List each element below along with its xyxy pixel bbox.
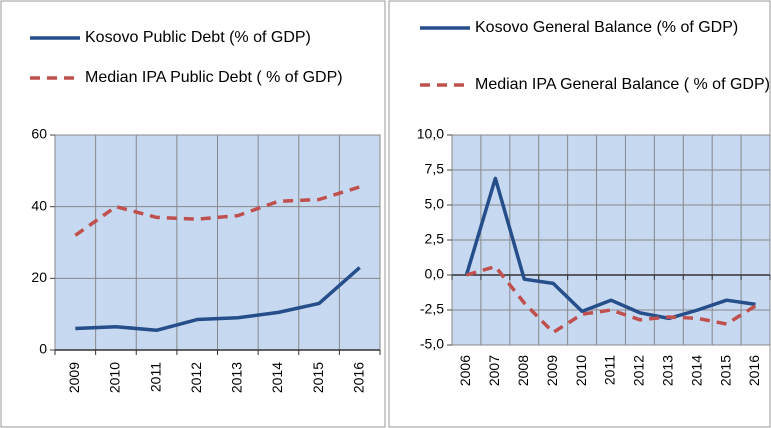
- legend-label: Median IPA General Balance ( % of GDP): [475, 76, 770, 93]
- x-tick-label: 2013: [660, 355, 676, 386]
- x-tick-label: 2012: [188, 362, 204, 393]
- y-tick-label: 20: [31, 269, 47, 285]
- y-tick-label: 5,0: [425, 196, 445, 212]
- legend-label: Kosovo General Balance (% of GDP): [475, 19, 739, 36]
- x-tick-label: 2011: [602, 355, 618, 385]
- y-tick-label: 7,5: [425, 161, 445, 177]
- x-tick-label: 2009: [544, 355, 560, 386]
- y-tick-label: -5,0: [420, 336, 444, 352]
- y-tick-label: -2,5: [420, 301, 444, 317]
- x-tick-label: 2010: [573, 355, 589, 386]
- x-tick-label: 2011: [147, 362, 163, 392]
- legend-label: Kosovo Public Debt (% of GDP): [85, 29, 311, 46]
- x-tick-label: 2006: [457, 355, 473, 386]
- series-line: [464, 176, 756, 321]
- x-tick-label: 2015: [310, 362, 326, 393]
- series-line: [465, 264, 757, 335]
- y-tick-label: 0,0: [425, 266, 445, 282]
- x-tick-label: 2014: [269, 362, 285, 393]
- y-tick-label: 40: [31, 197, 47, 213]
- series-line: [75, 266, 361, 333]
- x-tick-label: 2014: [688, 355, 704, 386]
- y-tick-label: 10,0: [417, 126, 444, 142]
- series-line: [74, 185, 361, 237]
- x-tick-label: 2008: [515, 355, 531, 386]
- x-tick-label: 2016: [350, 362, 366, 393]
- x-tick-label: 2012: [631, 355, 647, 386]
- x-tick-label: 2016: [746, 355, 762, 386]
- x-tick-label: 2013: [229, 362, 245, 393]
- y-tick-label: 60: [31, 126, 47, 142]
- legend-label: Median IPA Public Debt ( % of GDP): [85, 69, 343, 86]
- y-tick-label: 0: [39, 341, 47, 357]
- x-tick-label: 2009: [66, 362, 82, 393]
- x-tick-label: 2010: [107, 362, 123, 393]
- y-tick-label: 2,5: [425, 231, 445, 247]
- x-tick-label: 2015: [717, 355, 733, 386]
- x-tick-label: 2007: [486, 355, 502, 386]
